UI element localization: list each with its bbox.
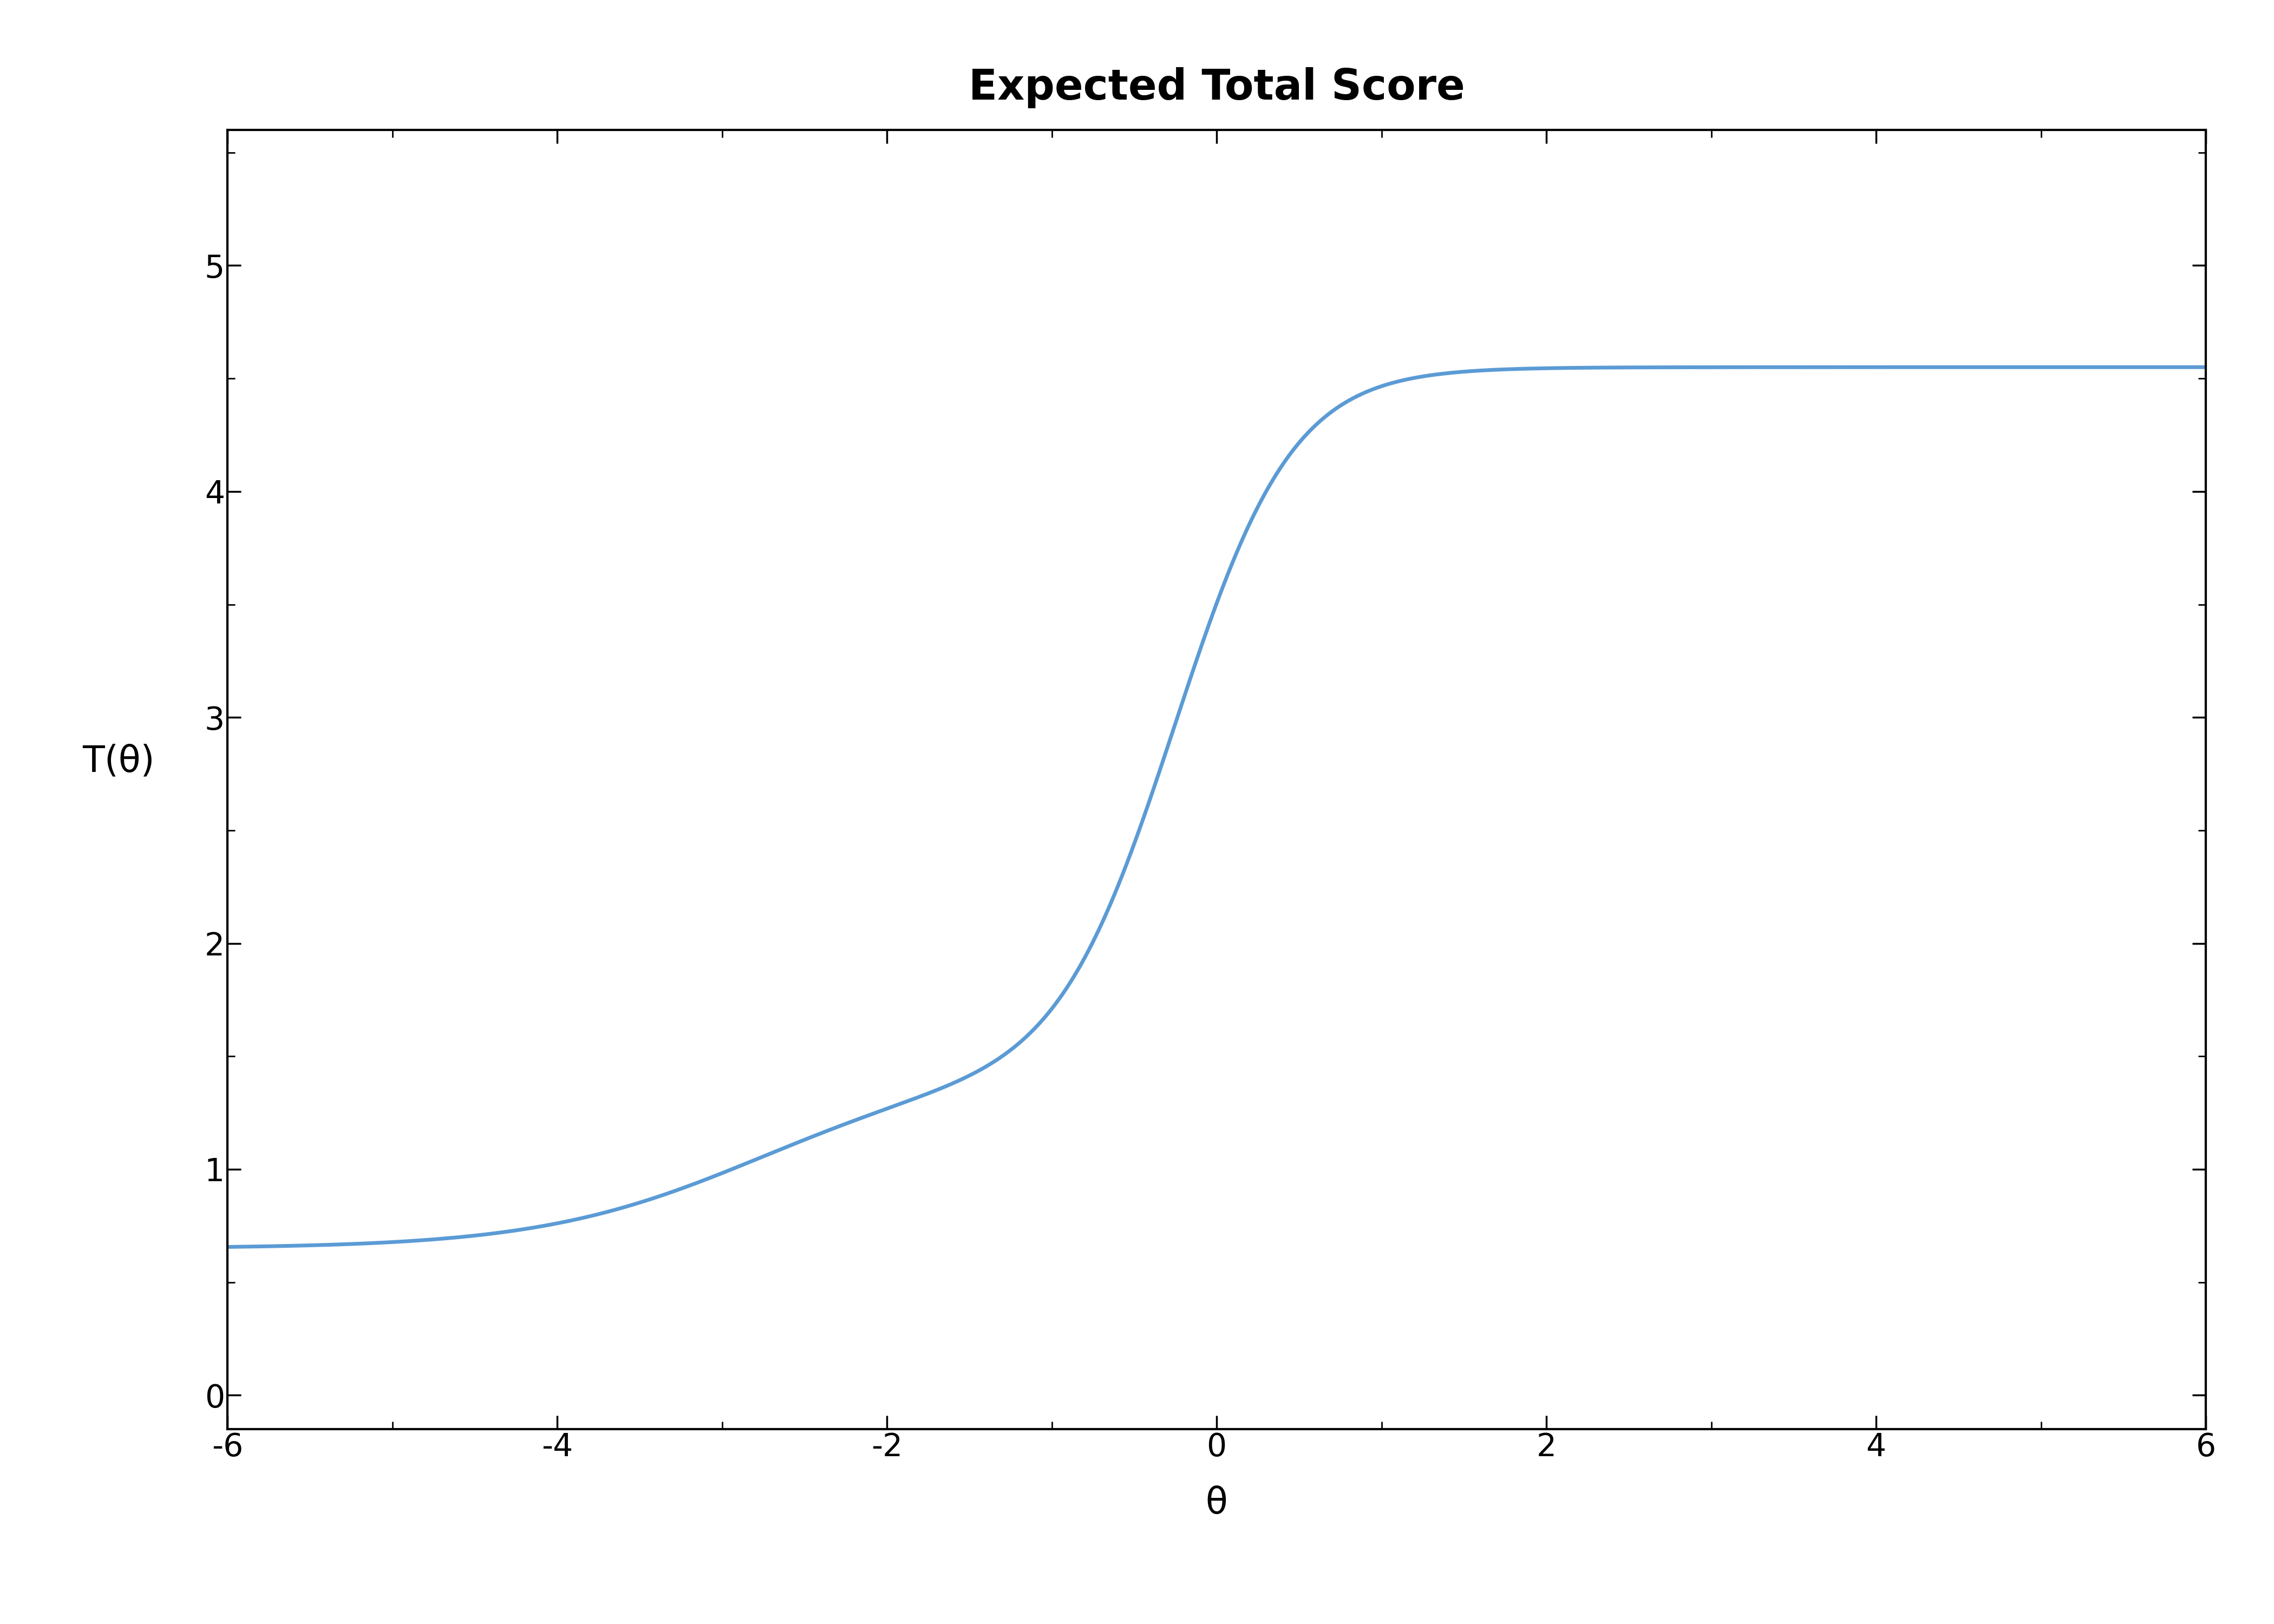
Y-axis label: T(θ): T(θ) bbox=[82, 744, 155, 780]
X-axis label: θ: θ bbox=[1205, 1486, 1228, 1522]
Title: Expected Total Score: Expected Total Score bbox=[969, 67, 1464, 109]
